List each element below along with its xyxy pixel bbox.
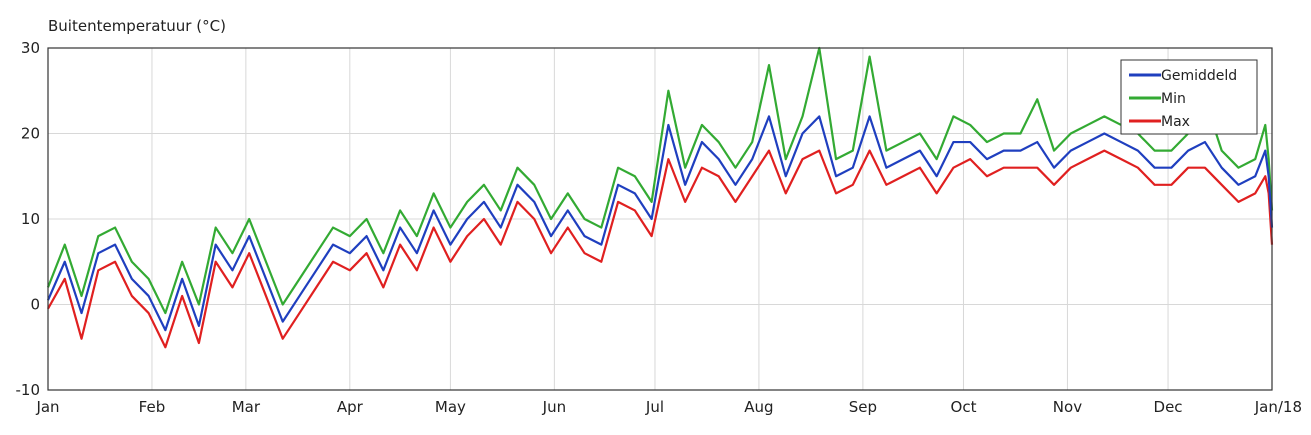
x-tick-label: Nov <box>1053 398 1082 416</box>
series-layer <box>46 46 1274 349</box>
x-tick-label: Sep <box>849 398 877 416</box>
legend-label-max: Max <box>1161 114 1190 130</box>
series-line-min <box>46 46 1274 315</box>
series-line-gemiddeld <box>46 115 1274 332</box>
x-tick-label: Dec <box>1154 398 1183 416</box>
x-tick-label: Jul <box>645 398 664 416</box>
series-line-max <box>47 149 1274 349</box>
y-axis: -10 0 10 20 30 <box>16 39 41 399</box>
x-tick-label: Jun <box>542 398 566 416</box>
y-tick-label: 20 <box>21 125 40 143</box>
y-tick-label: 0 <box>30 296 40 314</box>
grid <box>47 47 1273 391</box>
x-tick-label: Oct <box>951 398 977 416</box>
x-tick-label: Aug <box>744 398 773 416</box>
y-tick-label: -10 <box>16 381 41 399</box>
legend: Gemiddeld Min Max <box>1120 59 1258 135</box>
x-tick-label: Jan/18 <box>1254 398 1302 416</box>
legend-label-gemiddeld: Gemiddeld <box>1161 68 1237 84</box>
x-tick-label: Jan <box>35 398 59 416</box>
x-tick-label: May <box>435 398 466 416</box>
x-axis: Jan Feb Mar Apr May Jun Jul Aug Sep Oct Nov Dec Jan/… <box>35 398 1302 416</box>
x-tick-label: Apr <box>337 398 364 416</box>
plot-frame <box>47 47 1273 391</box>
y-tick-label: 10 <box>21 210 40 228</box>
y-tick-label: 30 <box>21 39 40 57</box>
x-tick-label: Mar <box>232 398 261 416</box>
chart-title: Buitentemperatuur (°C) <box>48 17 226 35</box>
legend-label-min: Min <box>1161 91 1186 107</box>
x-tick-label: Feb <box>139 398 166 416</box>
